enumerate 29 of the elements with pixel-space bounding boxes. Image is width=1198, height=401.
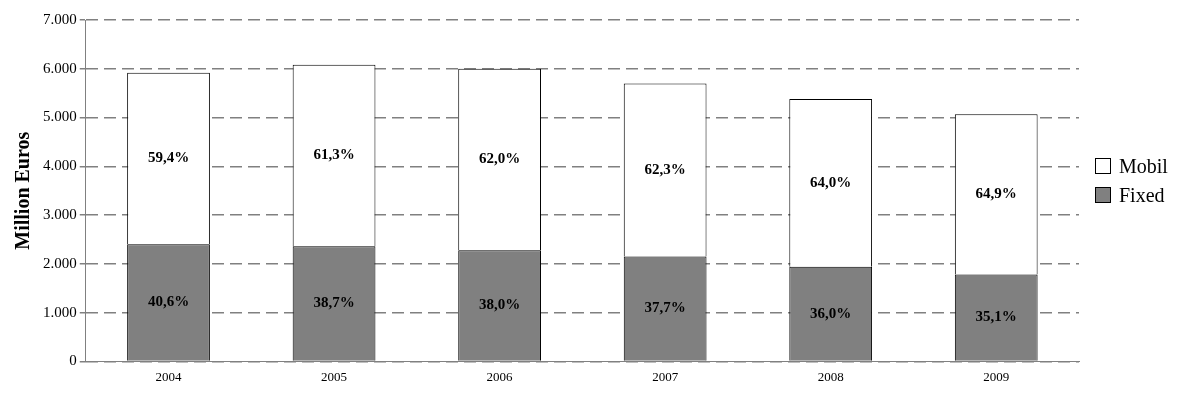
y-tick-label: 1.000: [43, 303, 77, 320]
annotation: 61,3%: [313, 146, 355, 163]
x-tick-label: 2004: [155, 368, 183, 384]
y-tick-label: 0: [69, 352, 77, 369]
annotation: 38,0%: [478, 296, 521, 313]
annotation: 38,7%: [313, 294, 355, 311]
y-tick-label: 7.000: [43, 10, 77, 27]
annotation: 36,0%: [810, 304, 852, 321]
annotation: 62,3%: [644, 160, 686, 177]
x-tick-label: 2007: [652, 368, 679, 384]
annotation: 37,7%: [644, 299, 686, 316]
legend-label: Fixed: [1119, 183, 1165, 207]
annotation: 64,9%: [975, 185, 1017, 202]
y-tick-label: 6.000: [43, 59, 77, 76]
y-tick-label: 3.000: [43, 206, 77, 223]
text: Mobil: [1119, 154, 1168, 178]
y-tick-label: 4.000: [43, 157, 77, 174]
annotation: 62,0%: [478, 150, 521, 167]
x-tick-label: 2009: [983, 368, 1010, 384]
annotation: 64,0%: [810, 173, 852, 190]
y-axis-title: Million Euros: [11, 131, 34, 250]
annotation: 40,6%: [147, 293, 190, 310]
x-tick-label: 2006: [486, 368, 514, 384]
annotation: 59,4%: [147, 149, 190, 166]
y-tick-label: 5.000: [43, 108, 77, 125]
annotation: 35,1%: [975, 308, 1017, 325]
x-tick-label: 2008: [817, 368, 844, 384]
y-tick-label: 2.000: [43, 254, 77, 271]
x-tick-label: 2005: [321, 368, 348, 384]
